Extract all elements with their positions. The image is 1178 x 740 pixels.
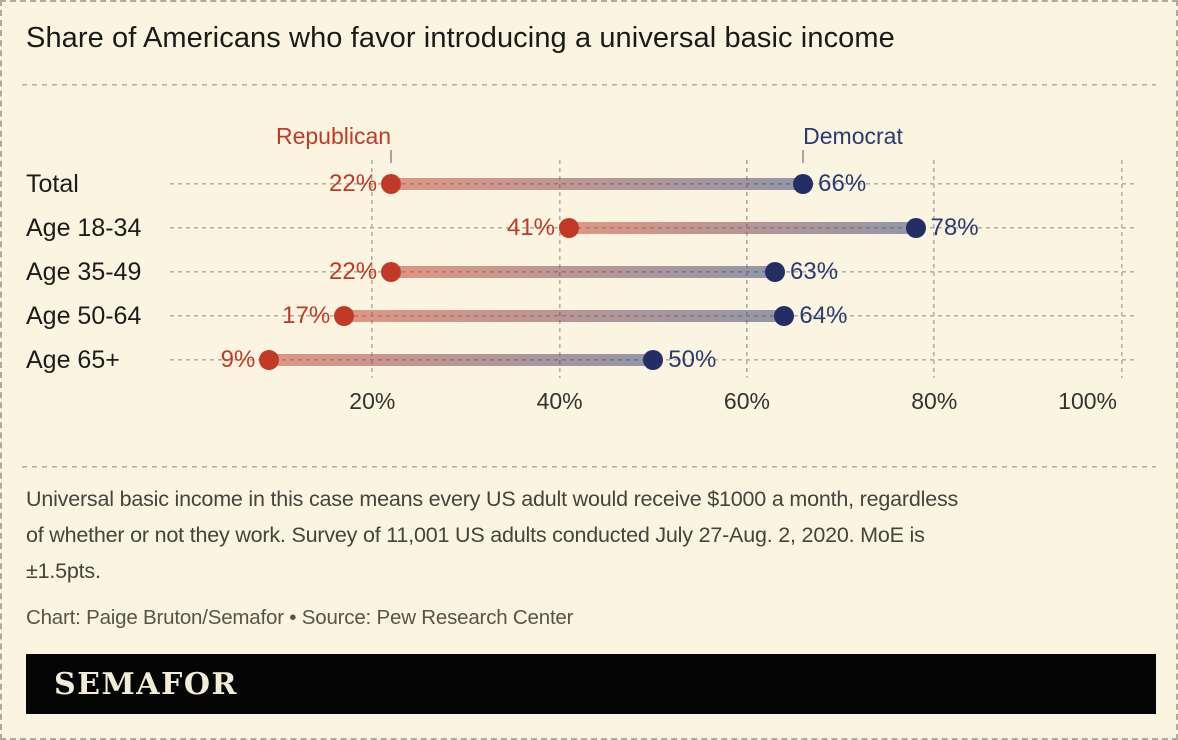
democrat-value: 64%	[799, 302, 848, 329]
axis-tick-label-40: 40%	[536, 388, 583, 414]
republican-value: 22%	[329, 170, 378, 197]
chart-footnote: Universal basic income in this case mean…	[26, 487, 959, 583]
axis-tick-label-20: 20%	[349, 388, 396, 414]
grid-vline-20	[371, 160, 374, 378]
democrat-dot	[774, 306, 795, 326]
axis-tick-label-60: 60%	[723, 388, 770, 414]
legend-republican-label: Republican	[275, 123, 392, 149]
republican-dot	[259, 350, 280, 370]
democrat-dot	[905, 218, 926, 238]
republican-dot	[559, 218, 579, 238]
chart-title: Share of Americans who favor introducing…	[26, 22, 895, 54]
democrat-value: 78%	[930, 214, 979, 241]
chart-credit: Chart: Paige Bruton/Semafor • Source: Pe…	[26, 606, 574, 629]
title-divider	[22, 84, 1156, 86]
semafor-wordmark: SEMAFOR	[54, 666, 238, 702]
grid-vline-100	[1120, 160, 1123, 378]
row-label-age-50-64: Age 50-64	[26, 302, 142, 330]
republican-dot	[334, 306, 355, 326]
semafor-logo-bar: SEMAFOR	[26, 654, 1156, 714]
footer-divider	[22, 466, 1156, 468]
dumbbell-bar	[269, 354, 654, 366]
republican-dot	[381, 174, 402, 194]
republican-value: 41%	[506, 214, 555, 241]
legend-democrat-label: Democrat	[803, 123, 903, 149]
row-label-age-35-49: Age 35-49	[26, 258, 142, 286]
democrat-value: 66%	[818, 170, 867, 197]
dumbbell-bar	[569, 222, 916, 234]
axis-tick-label-80: 80%	[911, 388, 958, 414]
row-label-age-65-: Age 65+	[26, 346, 120, 374]
republican-dot	[381, 262, 402, 282]
dumbbell-bar	[391, 178, 804, 190]
axis-tick-label-100: 100%	[1058, 388, 1117, 414]
legend-republican-tick	[390, 150, 393, 163]
democrat-dot	[765, 262, 786, 282]
democrat-value: 50%	[668, 346, 717, 373]
democrat-value: 63%	[790, 258, 839, 285]
republican-value: 9%	[220, 346, 256, 373]
dumbbell-bar	[391, 266, 776, 278]
row-label-total: Total	[26, 170, 79, 198]
democrat-dot	[643, 350, 664, 370]
dumbbell-bar	[344, 310, 785, 322]
row-label-age-18-34: Age 18-34	[26, 214, 142, 242]
republican-value: 22%	[329, 258, 378, 285]
legend-democrat-tick	[802, 150, 805, 163]
grid-vline-80	[933, 160, 936, 378]
republican-value: 17%	[282, 302, 331, 329]
democrat-dot	[793, 174, 814, 194]
